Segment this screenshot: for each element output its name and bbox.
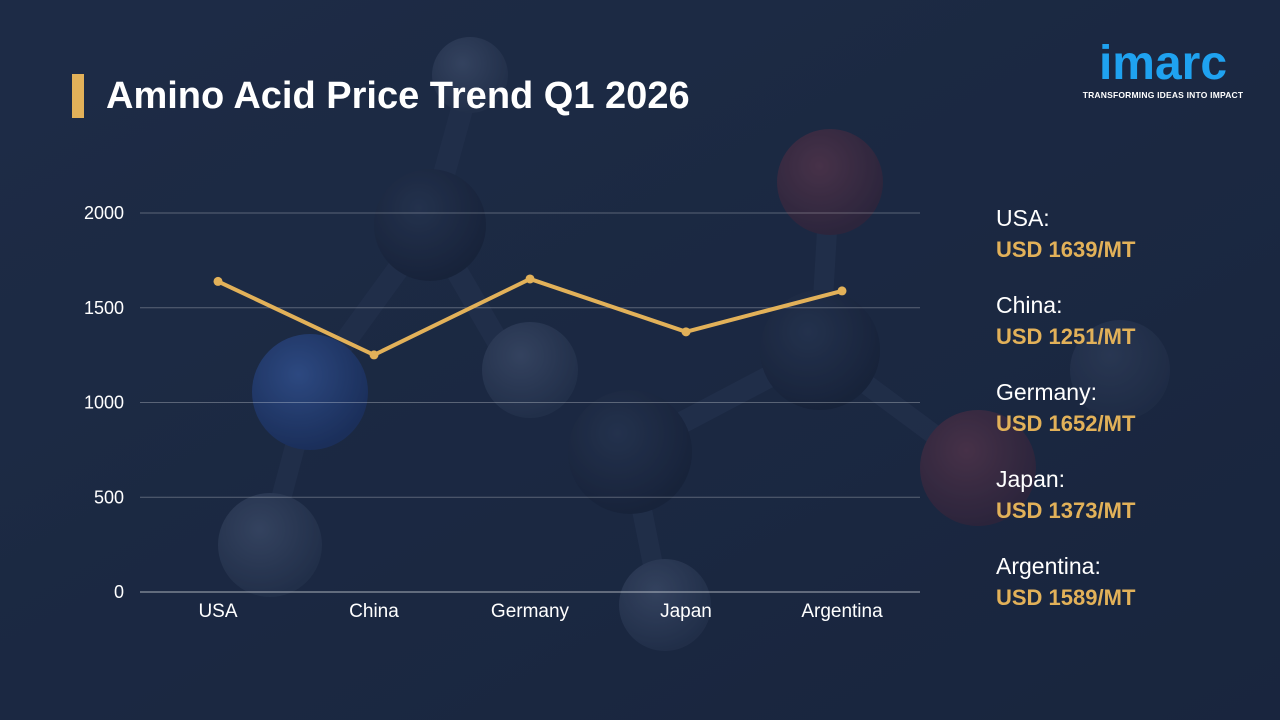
y-tick-label: 500 xyxy=(94,487,124,507)
data-point xyxy=(681,327,691,337)
data-point xyxy=(213,276,223,286)
y-tick-label: 2000 xyxy=(84,203,124,223)
data-point xyxy=(525,274,535,284)
legend-item-china: China: USD 1251/MT xyxy=(996,289,1266,376)
logo-tagline: TRANSFORMING IDEAS INTO IMPACT xyxy=(1082,90,1244,100)
legend-country: Argentina: xyxy=(996,553,1101,579)
x-tick-label: Argentina xyxy=(801,601,883,622)
y-tick-label: 1000 xyxy=(84,393,124,413)
logo-wordmark: imarc xyxy=(1098,37,1228,90)
legend-item-germany: Germany: USD 1652/MT xyxy=(996,376,1266,463)
legend-price: USD 1652/MT xyxy=(996,411,1136,436)
legend-country: USA: xyxy=(996,205,1050,231)
legend-item-argentina: Argentina: USD 1589/MT xyxy=(996,550,1266,637)
price-line-chart: 0 500 1000 1500 2000 USA China Germany Japan Arge… xyxy=(84,203,920,622)
data-point xyxy=(369,350,379,360)
price-legend: USA: USD 1639/MT China: USD 1251/MT Germ… xyxy=(996,202,1266,637)
x-tick-label: China xyxy=(349,601,399,622)
legend-country: Japan: xyxy=(996,466,1066,492)
x-tick-label: Japan xyxy=(660,601,712,622)
legend-country: China: xyxy=(996,292,1063,318)
imarc-logo: imarc TRANSFORMING IDEAS INTO IMPACT xyxy=(1080,34,1250,104)
legend-item-japan: Japan: USD 1373/MT xyxy=(996,463,1266,550)
legend-price: USD 1251/MT xyxy=(996,324,1136,349)
legend-country: Germany: xyxy=(996,379,1097,405)
series-line xyxy=(216,276,844,357)
legend-price: USD 1373/MT xyxy=(996,498,1136,523)
y-tick-label: 0 xyxy=(114,582,124,602)
legend-price: USD 1639/MT xyxy=(996,237,1136,262)
legend-price: USD 1589/MT xyxy=(996,585,1136,610)
data-point xyxy=(837,286,847,296)
y-tick-label: 1500 xyxy=(84,298,124,318)
x-tick-label: Germany xyxy=(491,601,570,622)
legend-item-usa: USA: USD 1639/MT xyxy=(996,202,1266,289)
page-title: Amino Acid Price Trend Q1 2026 xyxy=(106,75,690,117)
title-accent-bar xyxy=(72,74,84,118)
x-tick-label: USA xyxy=(198,601,237,622)
